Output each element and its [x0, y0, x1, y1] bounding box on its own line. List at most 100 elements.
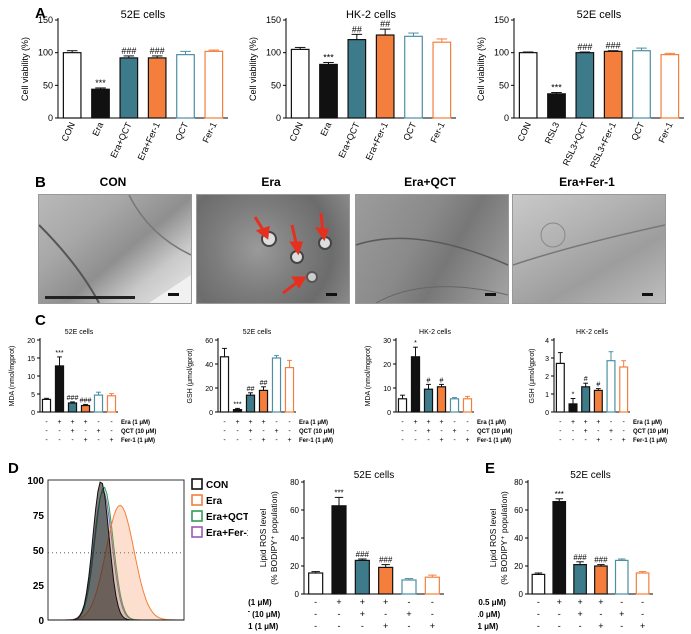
treatment-mark: + [336, 597, 341, 607]
legend-swatch [191, 494, 203, 506]
bar [271, 357, 282, 413]
treatment-mark: - [466, 428, 469, 435]
treatment-mark: - [610, 437, 613, 444]
treatment-mark: - [610, 419, 613, 426]
treatment-mark: - [288, 428, 291, 435]
treatment-mark: + [406, 609, 411, 619]
y-tick-label: 50 [499, 80, 509, 90]
treatment-mark: - [537, 609, 540, 619]
y-tick-label: 100 [266, 48, 281, 58]
bar [575, 52, 595, 119]
treatment-label: Era (1 μM) [121, 420, 150, 426]
y-tick-label: 0 [295, 590, 300, 599]
y-tick-label: 40 [514, 534, 523, 543]
significance-marker: *** [95, 78, 106, 88]
treatment-label: QCT (10 μM) [248, 610, 280, 619]
category-label: RSL3+Fer-1 [588, 121, 618, 170]
chart-c2-gsh-52e: 52E cells 0 20 40 60 GSH (μmol/gprot) *** ## ## E… [187, 329, 334, 444]
y-tick-label: 0 [38, 616, 44, 627]
treatment-mark: + [96, 428, 100, 435]
y-tick-label: 4 [545, 338, 549, 345]
bar [54, 365, 65, 413]
bar [619, 366, 629, 413]
y-tick-label: 100 [494, 48, 509, 58]
category-label: Era+QCT [336, 120, 361, 159]
bar [660, 54, 680, 119]
y-tick-label: 100 [38, 48, 53, 58]
treatment-mark: - [584, 437, 587, 444]
y-tick-label: 0 [545, 410, 549, 417]
y-tick-label: 150 [494, 15, 509, 25]
y-tick-label: 0 [504, 113, 509, 123]
bar [401, 579, 417, 595]
treatment-mark: - [414, 437, 417, 444]
treatment-mark: + [70, 428, 74, 435]
treatment-mark: - [288, 419, 291, 426]
bar [308, 572, 324, 595]
bar [436, 386, 447, 413]
bar [347, 38, 367, 119]
treatment-mark: - [622, 428, 625, 435]
y-tick-label: 20 [514, 562, 523, 571]
significance-marker: ### [594, 556, 608, 565]
treatment-mark: + [465, 437, 469, 444]
treatment-mark: - [249, 437, 252, 444]
treatment-mark: + [83, 419, 87, 426]
treatment-mark: - [314, 621, 317, 631]
treatment-mark: - [431, 609, 434, 619]
chart-c3-mda-hk2: HK-2 cells 0 10 20 30 MDA (nmol/mgprot) * # # Era… [365, 329, 512, 444]
bar [552, 500, 567, 595]
bar [319, 63, 338, 119]
legend-swatch [191, 510, 203, 522]
significance-marker: * [414, 340, 417, 347]
treatment-mark: - [45, 428, 48, 435]
treatment-mark: - [45, 419, 48, 426]
treatment-mark: + [596, 437, 600, 444]
category-label: Era+QCT [108, 120, 133, 159]
bar [432, 41, 452, 119]
treatment-mark: - [401, 428, 404, 435]
treatment-mark: + [439, 437, 443, 444]
y-axis-label-line2: (% BODIPY⁺ population) [269, 491, 279, 585]
em-title-era: Era [261, 175, 281, 189]
treatment-mark: - [579, 621, 582, 631]
treatment-mark: + [584, 419, 588, 426]
y-tick-label: 10 [27, 374, 35, 381]
em-image-con [38, 194, 192, 304]
panel-label-b: B [35, 174, 46, 191]
bar [219, 356, 230, 413]
treatment-mark: + [360, 597, 365, 607]
y-tick-label: 150 [266, 15, 281, 25]
treatment-mark: + [439, 419, 443, 426]
y-tick-label: 75 [33, 511, 45, 522]
y-tick-label: 60 [290, 506, 299, 515]
treatment-mark: + [383, 621, 388, 631]
bar [410, 356, 421, 413]
bar [245, 394, 256, 413]
y-tick-label: 60 [205, 338, 213, 345]
treatment-mark: - [559, 419, 562, 426]
bar [606, 360, 616, 413]
category-label: RSL3+QCT [561, 120, 590, 167]
treatment-mark: - [45, 437, 48, 444]
panel-label-a: A [35, 5, 46, 22]
category-label: QCT [401, 120, 418, 142]
y-tick-label: 0 [276, 113, 281, 123]
treatment-mark: - [223, 419, 226, 426]
significance-marker: *** [555, 490, 564, 499]
y-tick-label: 50 [43, 80, 53, 90]
treatment-label: Era (1 μM) [299, 420, 328, 426]
treatment-mark: - [223, 428, 226, 435]
significance-marker: # [584, 376, 588, 383]
significance-marker: ### [121, 46, 136, 56]
em-scale-bar [642, 293, 653, 296]
chart-a1-viability-52e-era: 52E cells 0 50 100 150 Cell viability (%) CON *… [20, 9, 228, 162]
chart-title: 52E cells [570, 470, 611, 481]
significance-marker: ### [379, 556, 393, 565]
y-tick-label: 30 [383, 338, 391, 345]
legend-swatch [191, 526, 203, 538]
category-label: Era [318, 121, 333, 138]
treatment-mark: - [414, 428, 417, 435]
red-arrow-icon [253, 212, 330, 295]
treatment-mark: - [314, 597, 317, 607]
